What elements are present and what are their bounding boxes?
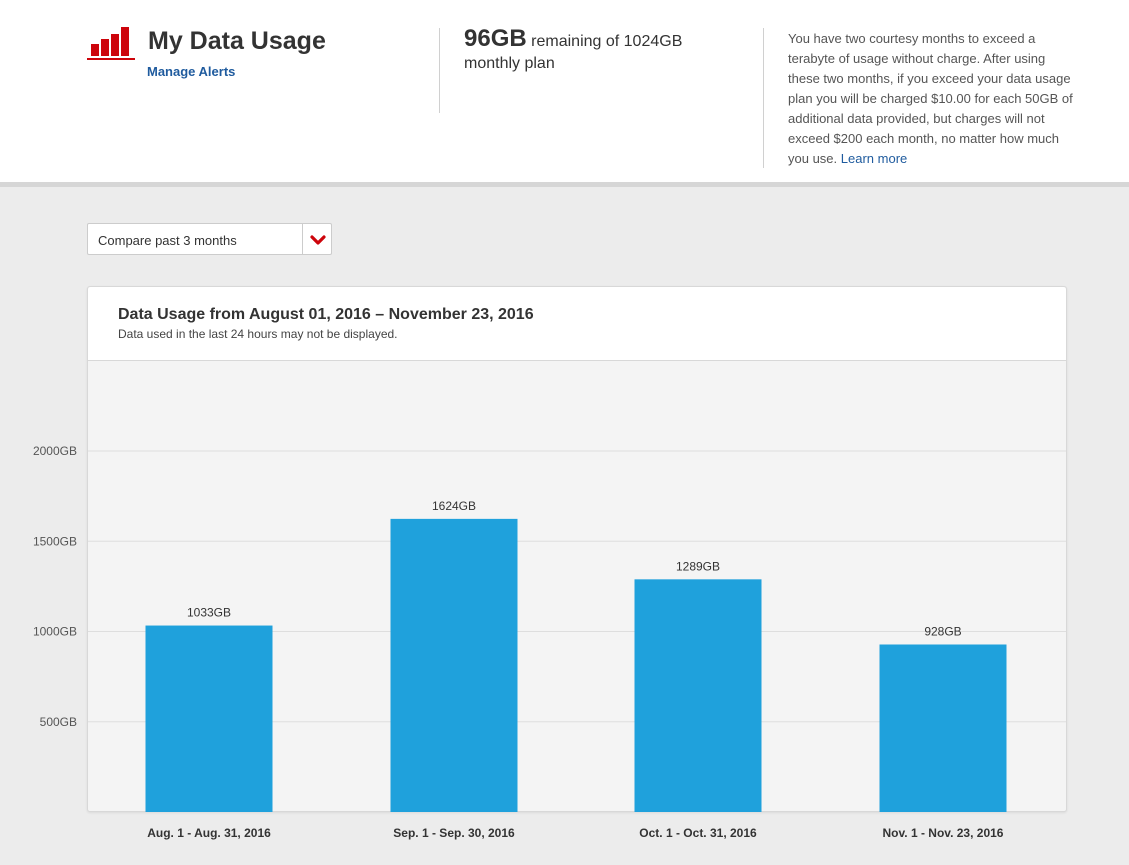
y-tick-label: 500GB: [40, 715, 77, 729]
bar[interactable]: [634, 579, 762, 812]
x-category-label: Aug. 1 - Aug. 31, 2016: [147, 826, 271, 840]
bar[interactable]: [879, 644, 1007, 812]
learn-more-link[interactable]: Learn more: [840, 151, 908, 166]
overage-note-text: You have two courtesy months to exceed a…: [788, 31, 1073, 166]
bar-value-label: 928GB: [924, 624, 961, 638]
y-tick-label: 1000GB: [33, 625, 77, 639]
divider: [763, 28, 764, 168]
x-category-label: Nov. 1 - Nov. 23, 2016: [883, 826, 1004, 840]
compare-dropdown-value: Compare past 3 months: [98, 233, 237, 248]
bar-value-label: 1624GB: [432, 499, 476, 513]
compare-dropdown[interactable]: Compare past 3 months: [87, 223, 332, 255]
bar[interactable]: [390, 518, 518, 812]
header: My Data Usage Manage Alerts 96GB remaini…: [0, 0, 1129, 187]
plan-text: monthly plan: [464, 55, 555, 72]
divider: [439, 28, 440, 113]
remaining-summary: 96GB remaining of 1024GB monthly plan: [464, 25, 724, 75]
x-category-label: Oct. 1 - Oct. 31, 2016: [639, 826, 757, 840]
chart-title: Data Usage from August 01, 2016 – Novemb…: [118, 306, 534, 323]
remaining-amount: 96GB: [464, 25, 527, 52]
y-tick-label: 1500GB: [33, 534, 77, 548]
bar-value-label: 1033GB: [187, 606, 231, 620]
overage-note: You have two courtesy months to exceed a…: [788, 29, 1073, 169]
page-title: My Data Usage: [148, 27, 326, 55]
manage-alerts-link[interactable]: Manage Alerts: [147, 64, 236, 79]
chevron-down-icon[interactable]: [310, 234, 326, 246]
bar[interactable]: [145, 625, 273, 812]
y-tick-label: 2000GB: [33, 444, 77, 458]
x-category-label: Sep. 1 - Sep. 30, 2016: [393, 826, 515, 840]
chart-subtitle: Data used in the last 24 hours may not b…: [118, 327, 398, 341]
bar-value-label: 1289GB: [676, 559, 720, 573]
chart-header: Data Usage from August 01, 2016 – Novemb…: [88, 287, 1066, 361]
remaining-text: remaining of 1024GB: [531, 33, 683, 50]
bar-chart-icon: [87, 27, 135, 60]
dropdown-separator: [302, 224, 303, 254]
